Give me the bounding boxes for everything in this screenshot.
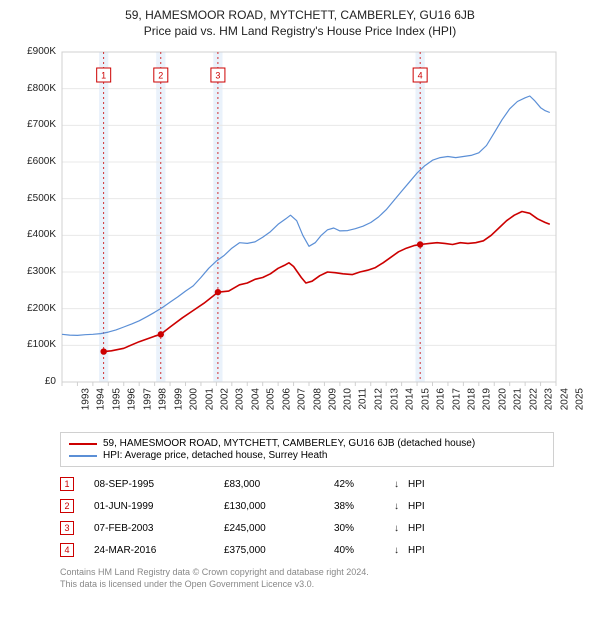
x-axis-label: 1996 [127, 388, 138, 410]
legend-row: HPI: Average price, detached house, Surr… [69, 450, 545, 461]
x-axis-label: 2005 [266, 388, 277, 410]
sales-marker-box: 1 [60, 477, 74, 491]
x-axis-label: 1993 [80, 388, 91, 410]
footer-line-1: Contains HM Land Registry data © Crown c… [60, 567, 588, 579]
sales-row: 2 01-JUN-1999£130,00038%↓HPI [60, 495, 554, 517]
down-arrow-icon: ↓ [394, 545, 408, 556]
legend-box: 59, HAMESMOOR ROAD, MYTCHETT, CAMBERLEY,… [60, 432, 554, 467]
x-axis-label: 2008 [312, 388, 323, 410]
svg-text:3: 3 [215, 71, 220, 81]
y-axis-label: £600K [12, 156, 56, 167]
sales-price: £83,000 [224, 479, 334, 490]
legend-row: 59, HAMESMOOR ROAD, MYTCHETT, CAMBERLEY,… [69, 438, 545, 449]
x-axis-label: 2017 [451, 388, 462, 410]
chart-title-sub: Price paid vs. HM Land Registry's House … [12, 24, 588, 38]
x-axis-label: 2012 [374, 388, 385, 410]
x-axis-label: 2006 [281, 388, 292, 410]
x-axis-label: 1999 [173, 388, 184, 410]
sales-table: 108-SEP-1995£83,00042%↓HPI201-JUN-1999£1… [60, 473, 554, 561]
svg-text:1: 1 [101, 71, 106, 81]
sales-hpi-label: HPI [408, 501, 438, 512]
sales-date: 08-SEP-1995 [94, 479, 224, 490]
sales-date: 24-MAR-2016 [94, 545, 224, 556]
y-axis-label: £900K [12, 46, 56, 57]
x-axis-label: 1998 [157, 388, 168, 410]
x-axis-label: 2015 [420, 388, 431, 410]
chart-area: 1 2 3 4 £0 £100K £200K £300K £400K £500K £600K £70… [12, 44, 588, 424]
x-axis-label: 2023 [543, 388, 554, 410]
x-axis-label: 2000 [188, 388, 199, 410]
sales-date: 01-JUN-1999 [94, 501, 224, 512]
y-axis-label: £0 [12, 376, 56, 387]
down-arrow-icon: ↓ [394, 479, 408, 490]
x-axis-label: 2003 [235, 388, 246, 410]
legend-label: HPI: Average price, detached house, Surr… [103, 450, 327, 461]
x-axis-label: 2004 [250, 388, 261, 410]
x-axis-label: 1995 [111, 388, 122, 410]
legend-label: 59, HAMESMOOR ROAD, MYTCHETT, CAMBERLEY,… [103, 438, 475, 449]
svg-text:2: 2 [158, 71, 163, 81]
y-axis-label: £200K [12, 303, 56, 314]
x-axis-label: 2025 [574, 388, 585, 410]
x-axis-label: 2014 [404, 388, 415, 410]
y-axis-label: £100K [12, 339, 56, 350]
chart-title-address: 59, HAMESMOOR ROAD, MYTCHETT, CAMBERLEY,… [12, 8, 588, 22]
sales-hpi-label: HPI [408, 545, 438, 556]
x-axis-label: 2021 [513, 388, 524, 410]
sales-price: £130,000 [224, 501, 334, 512]
y-axis-label: £500K [12, 193, 56, 204]
x-axis-label: 2022 [528, 388, 539, 410]
x-axis-label: 2018 [466, 388, 477, 410]
down-arrow-icon: ↓ [394, 523, 408, 534]
y-axis-label: £800K [12, 83, 56, 94]
x-axis-label: 1994 [96, 388, 107, 410]
footer-attribution: Contains HM Land Registry data © Crown c… [60, 567, 588, 590]
sales-hpi-label: HPI [408, 479, 438, 490]
sales-pct: 30% [334, 523, 394, 534]
legend-swatch [69, 455, 97, 457]
x-axis-label: 2024 [559, 388, 570, 410]
x-axis-label: 2019 [482, 388, 493, 410]
x-axis-label: 2016 [435, 388, 446, 410]
x-axis-label: 2010 [343, 388, 354, 410]
x-axis-label: 2013 [389, 388, 400, 410]
sales-marker-box: 2 [60, 499, 74, 513]
sales-hpi-label: HPI [408, 523, 438, 534]
sales-pct: 42% [334, 479, 394, 490]
x-axis-label: 2002 [219, 388, 230, 410]
chart-titles: 59, HAMESMOOR ROAD, MYTCHETT, CAMBERLEY,… [12, 8, 588, 38]
y-axis-label: £400K [12, 229, 56, 240]
legend-swatch [69, 443, 97, 445]
x-axis-label: 2007 [296, 388, 307, 410]
x-axis-label: 2009 [327, 388, 338, 410]
sales-row: 3 07-FEB-2003£245,00030%↓HPI [60, 517, 554, 539]
y-axis-label: £700K [12, 119, 56, 130]
x-axis-label: 1997 [142, 388, 153, 410]
sales-price: £245,000 [224, 523, 334, 534]
down-arrow-icon: ↓ [394, 501, 408, 512]
footer-line-2: This data is licensed under the Open Gov… [60, 579, 588, 591]
sales-price: £375,000 [224, 545, 334, 556]
sales-pct: 40% [334, 545, 394, 556]
sales-marker-box: 4 [60, 543, 74, 557]
sales-row: 1 08-SEP-1995£83,00042%↓HPI [60, 473, 554, 495]
chart-svg: 1 2 3 4 [12, 44, 588, 424]
x-axis-label: 2011 [357, 388, 368, 410]
svg-text:4: 4 [418, 71, 423, 81]
sales-row: 4 24-MAR-2016£375,00040%↓HPI [60, 539, 554, 561]
sales-date: 07-FEB-2003 [94, 523, 224, 534]
sales-pct: 38% [334, 501, 394, 512]
y-axis-label: £300K [12, 266, 56, 277]
x-axis-label: 2001 [204, 388, 215, 410]
sales-marker-box: 3 [60, 521, 74, 535]
x-axis-label: 2020 [497, 388, 508, 410]
